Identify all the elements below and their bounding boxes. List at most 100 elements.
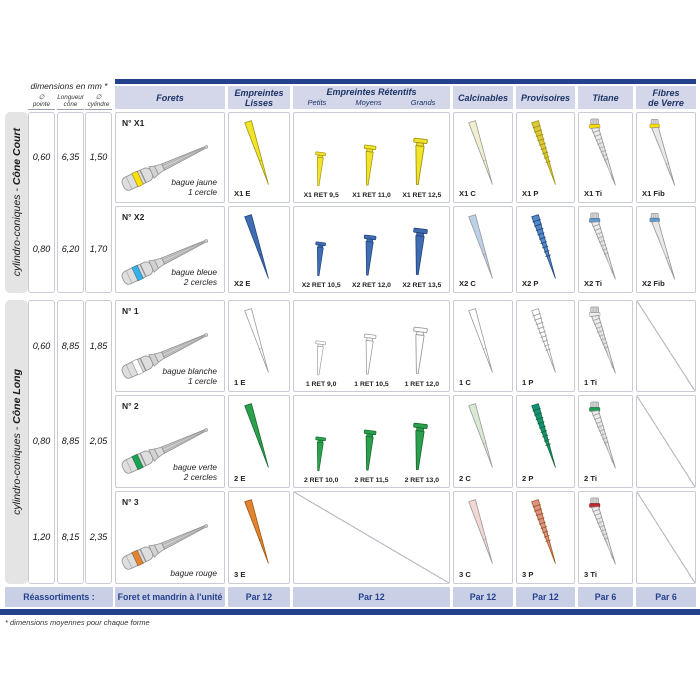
column-header-label: Fibres xyxy=(652,87,680,98)
pin-ret-icon xyxy=(313,340,330,378)
cell-empreinte-lisse-n2: 2 E xyxy=(228,395,290,488)
product-ref-label: X1 RET 12,5 xyxy=(402,192,442,199)
group-label-cone-court: cylindro-coniques - Cône Court xyxy=(5,112,28,293)
pin-fibre-icon xyxy=(643,211,690,283)
product-ref-label: 1 P xyxy=(522,378,534,387)
footer-navy-strip xyxy=(0,609,700,615)
foret-caption: bague verte 2 cercles xyxy=(173,462,217,482)
pin-ret-icon xyxy=(361,144,381,189)
product-ref-label: X2 Ti xyxy=(584,279,603,288)
product-ref-label: X2 C xyxy=(459,279,476,288)
pin-provisoire-icon xyxy=(522,117,569,189)
ret-pin-moyen: 2 RET 11,5 xyxy=(347,400,397,484)
dims-col-word: pointe xyxy=(32,101,51,108)
dim-value: 1,50 xyxy=(89,152,108,162)
dim-value: 6,35 xyxy=(61,152,80,162)
pin-titane-icon xyxy=(582,305,629,377)
product-ref-label: X1 P xyxy=(522,189,539,198)
product-ref-label: 2 C xyxy=(459,474,471,483)
ret-pin-moyen: X1 RET 11,0 xyxy=(347,117,397,199)
cell-titane-n1: 1 Ti xyxy=(578,300,633,392)
product-ref-label: 1 RET 12,0 xyxy=(404,381,440,388)
size-label-moyens: Moyens xyxy=(355,98,382,107)
footnote: * dimensions moyennes pour chaque forme xyxy=(5,618,150,627)
column-header-label: Calcinables xyxy=(457,92,509,103)
product-ref-label: 1 Ti xyxy=(584,378,597,387)
pin-titane-icon xyxy=(582,496,629,568)
dims-col-word: Longueur xyxy=(57,94,84,101)
cell-foret-n1: N° 1 bague blanche 1 cercle xyxy=(115,300,225,392)
product-ref-label: X1 Ti xyxy=(584,189,603,198)
cell-calcinable-x2: X2 C xyxy=(453,206,513,293)
retentifs-size-labels: Petits Moyens Grands xyxy=(293,98,450,108)
product-ref-label: 1 C xyxy=(459,378,471,387)
column-header-label: Lisses xyxy=(244,97,274,108)
dims-col-symbol: ∅ xyxy=(38,94,45,101)
column-header-calcinables: Calcinables xyxy=(453,86,513,109)
ret-pin-petit: X2 RET 10,5 xyxy=(296,211,346,289)
pin-ret-icon xyxy=(361,429,381,474)
ret-pin-petit: 2 RET 10,0 xyxy=(296,400,346,484)
pin-calcinable-icon xyxy=(460,117,507,189)
pin-lisse-icon xyxy=(236,496,283,568)
dims-col-word: cône xyxy=(63,101,78,108)
cell-empreintes-retentifs-x1: X1 RET 9,5 X1 RET 11,0 X1 RET 12,5 xyxy=(293,112,450,203)
pin-lisse-icon xyxy=(236,305,283,377)
dims-box xyxy=(28,300,55,584)
product-ref-label: 2 Ti xyxy=(584,474,597,483)
size-label-grands: Grands xyxy=(410,98,436,107)
column-header-label: Empreintes Rétentifs xyxy=(326,87,417,97)
header-top-bar xyxy=(115,79,696,84)
foret-number: N° 1 xyxy=(122,306,139,316)
product-ref-label: X2 RET 13,5 xyxy=(402,282,442,289)
column-header-label: Provisoires xyxy=(520,92,571,103)
column-header-label: Titane xyxy=(592,92,619,103)
pin-calcinable-icon xyxy=(460,305,507,377)
dims-box xyxy=(28,112,55,293)
dim-value: 8,85 xyxy=(61,341,80,351)
product-ref-label: 1 E xyxy=(234,378,246,387)
foret-number: N° X1 xyxy=(122,118,145,128)
foret-number: N° X2 xyxy=(122,212,145,222)
pin-calcinable-icon xyxy=(460,211,507,283)
pin-fibre-icon xyxy=(643,117,690,189)
dims-box xyxy=(57,300,84,584)
dim-value: 0,80 xyxy=(32,244,51,254)
product-ref-label: X1 C xyxy=(459,189,476,198)
dims-box xyxy=(85,112,112,293)
column-header-empreintes-lisses: Empreintes Lisses xyxy=(228,86,290,109)
dims-col-pointe: ∅ pointe xyxy=(28,92,55,110)
cell-titane-x1: X1 Ti xyxy=(578,112,633,203)
column-header-forets: Forets xyxy=(115,86,225,109)
column-header-label: Empreintes xyxy=(234,87,284,98)
dim-value: 0,80 xyxy=(32,436,51,446)
cell-calcinable-n3: 3 C xyxy=(453,491,513,584)
pin-ret-icon xyxy=(313,436,330,474)
footer-titane: Par 6 xyxy=(578,587,633,607)
footer-lisses: Par 12 xyxy=(228,587,290,607)
pin-provisoire-icon xyxy=(522,400,569,472)
cell-empreintes-retentifs-n1: 1 RET 9,0 1 RET 10,5 1 RET 12,0 xyxy=(293,300,450,392)
product-ref-label: X2 Fib xyxy=(642,279,665,288)
product-ref-label: 1 RET 9,0 xyxy=(305,381,337,388)
pin-ret-icon xyxy=(313,151,330,189)
dims-col-longueur-cone: Longueur cône xyxy=(57,92,84,110)
group-name: Cône Court xyxy=(10,128,23,186)
pin-provisoire-icon xyxy=(522,496,569,568)
cell-empreintes-retentifs-n2: 2 RET 10,0 2 RET 11,5 2 RET 13,0 xyxy=(293,395,450,488)
dim-value: 0,60 xyxy=(32,341,51,351)
pin-calcinable-icon xyxy=(460,400,507,472)
dim-value: 8,15 xyxy=(61,532,80,542)
product-ref-label: 2 RET 13,0 xyxy=(404,477,440,484)
pin-ret-icon xyxy=(410,227,433,279)
product-ref-label: 3 Ti xyxy=(584,570,597,579)
column-header-fibres-de-verre: Fibres de Verre xyxy=(636,86,696,109)
ret-pin-grand: X1 RET 12,5 xyxy=(397,117,447,199)
dims-box xyxy=(85,300,112,584)
pin-ret-icon xyxy=(410,137,433,189)
cell-provisoire-x2: X2 P xyxy=(516,206,575,293)
product-ref-label: X2 P xyxy=(522,279,539,288)
cell-foret-n3: N° 3 bague rouge xyxy=(115,491,225,584)
cell-titane-n3: 3 Ti xyxy=(578,491,633,584)
pin-lisse-icon xyxy=(236,211,283,283)
